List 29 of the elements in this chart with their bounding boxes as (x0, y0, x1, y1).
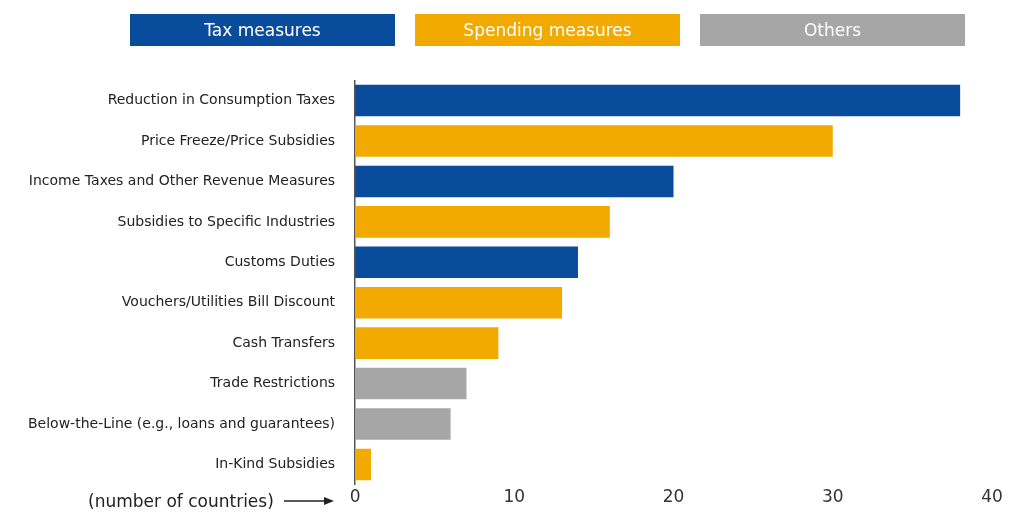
y-tick-label: Trade Restrictions (209, 374, 336, 391)
bar (355, 206, 610, 238)
x-tick-label: 20 (662, 486, 685, 507)
bar (355, 367, 467, 400)
text: Others (700, 14, 965, 46)
y-tick-label: Price Freeze/Price Subsidies (140, 131, 336, 148)
x-tick-label: 10 (503, 486, 526, 507)
x-tick-label: 0 (349, 486, 361, 507)
x-tick-label: 30 (821, 486, 844, 507)
y-tick-label: Reduction in Consumption Taxes (107, 91, 336, 108)
bar (355, 286, 563, 319)
bar (355, 327, 499, 359)
bar (355, 448, 371, 481)
y-tick-label: Subsidies to Specific Industries (117, 212, 336, 229)
bar (355, 246, 578, 279)
text: Spending measures (415, 14, 680, 46)
bar (355, 165, 674, 198)
y-tick-label: Income Taxes and Other Revenue Measures (28, 172, 336, 189)
bar (355, 408, 451, 440)
y-tick-label: In-Kind Subsidies (215, 455, 336, 472)
y-tick-label: Customs Duties (224, 252, 336, 269)
y-tick-label: Below-the-Line (e.g., loans and guarantees) (27, 414, 336, 431)
y-tick-label: Vouchers/Utilities Bill Discount (121, 293, 336, 310)
x-tick-label: 40 (981, 486, 1003, 507)
bar (355, 125, 833, 157)
text: Tax measures (130, 14, 395, 46)
x-axis-title: (number of countries) (88, 491, 274, 511)
y-tick-label: Cash Transfers (232, 333, 336, 350)
bar (355, 84, 961, 117)
